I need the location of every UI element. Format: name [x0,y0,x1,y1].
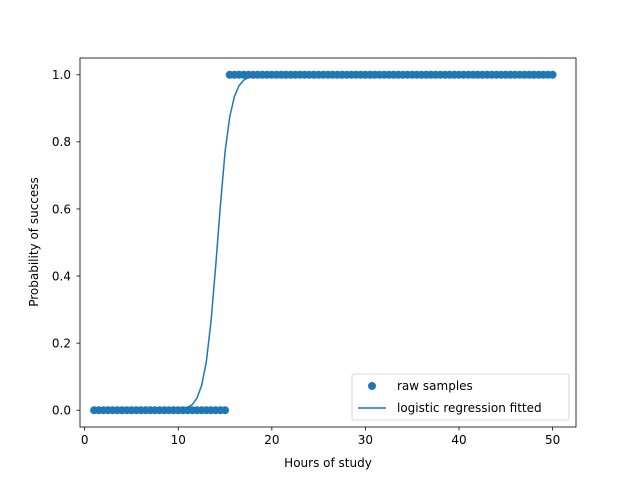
scatter-point [221,406,230,415]
y-tick-label: 1.0 [52,68,71,82]
legend: raw samples logistic regression fitted [351,373,570,421]
y-tick-label: 0.0 [52,404,71,418]
x-tick-label: 50 [545,433,560,447]
x-tick-label: 10 [171,433,186,447]
y-tick-label: 0.2 [52,336,71,350]
legend-marker-scatter [368,382,376,390]
y-tick-label: 0.6 [52,202,71,216]
x-axis-label: Hours of study [284,456,372,470]
y-tick-label: 0.4 [52,269,71,283]
plot-area [79,57,577,428]
y-axis-label: Probability of success [27,177,41,307]
axis-ticks: 0 10 20 30 40 50 0.0 0.2 0.4 0.6 0.8 1.0 [52,68,560,447]
x-tick-label: 40 [451,433,466,447]
legend-label-scatter: raw samples [397,379,473,393]
legend-box [351,373,570,421]
fitted-line [94,74,553,411]
scatter-series [90,70,557,415]
x-tick-label: 30 [358,433,373,447]
legend-label-line: logistic regression fitted [397,401,542,415]
y-tick-label: 0.8 [52,135,71,149]
axes-frame [79,57,577,428]
x-tick-label: 20 [264,433,279,447]
x-tick-label: 0 [81,433,89,447]
